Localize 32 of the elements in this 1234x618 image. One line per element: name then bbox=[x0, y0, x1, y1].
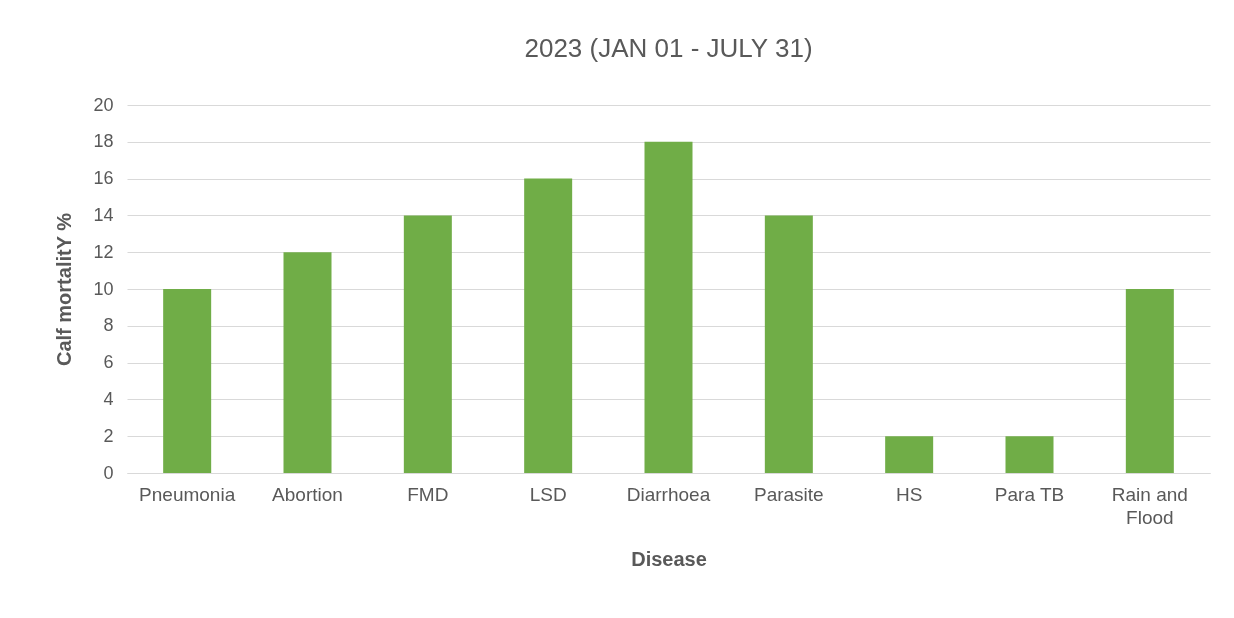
chart-title: 2023 (JAN 01 - JULY 31) bbox=[524, 33, 813, 63]
y-tick-label: 10 bbox=[93, 278, 114, 299]
x-tick-label: FMD bbox=[407, 483, 449, 505]
bar bbox=[163, 289, 212, 473]
y-tick-label: 4 bbox=[103, 388, 114, 409]
y-tick-label: 6 bbox=[103, 352, 114, 373]
y-tick-label: 18 bbox=[93, 131, 114, 152]
bar bbox=[885, 436, 934, 473]
x-tick-label: Pneumonia bbox=[139, 483, 236, 505]
bar bbox=[403, 215, 452, 473]
y-axis-title: Calf mortalitY % bbox=[53, 212, 76, 366]
bar bbox=[283, 252, 332, 473]
bar bbox=[524, 178, 573, 473]
bar bbox=[1005, 436, 1054, 473]
x-axis-title: Disease bbox=[631, 547, 707, 570]
y-tick-label: 20 bbox=[93, 94, 114, 115]
x-tick-label: Para TB bbox=[994, 483, 1065, 505]
x-tick-label: LSD bbox=[529, 483, 567, 505]
x-tick-label: Parasite bbox=[753, 483, 824, 505]
y-tick-label: 0 bbox=[103, 462, 114, 483]
y-tick-label: 14 bbox=[93, 204, 114, 225]
bar bbox=[644, 141, 693, 473]
x-tick-label: Diarrhoea bbox=[626, 483, 711, 505]
x-tick-label: HS bbox=[895, 483, 923, 505]
y-tick-label: 12 bbox=[93, 241, 114, 262]
bar bbox=[1125, 289, 1174, 473]
y-tick-label: 8 bbox=[103, 315, 114, 336]
y-tick-label: 16 bbox=[93, 168, 114, 189]
x-tick-label: Rain and Flood bbox=[1111, 483, 1188, 528]
x-tick-label: Abortion bbox=[272, 483, 343, 505]
bar bbox=[764, 215, 813, 473]
y-tick-label: 2 bbox=[103, 425, 114, 446]
